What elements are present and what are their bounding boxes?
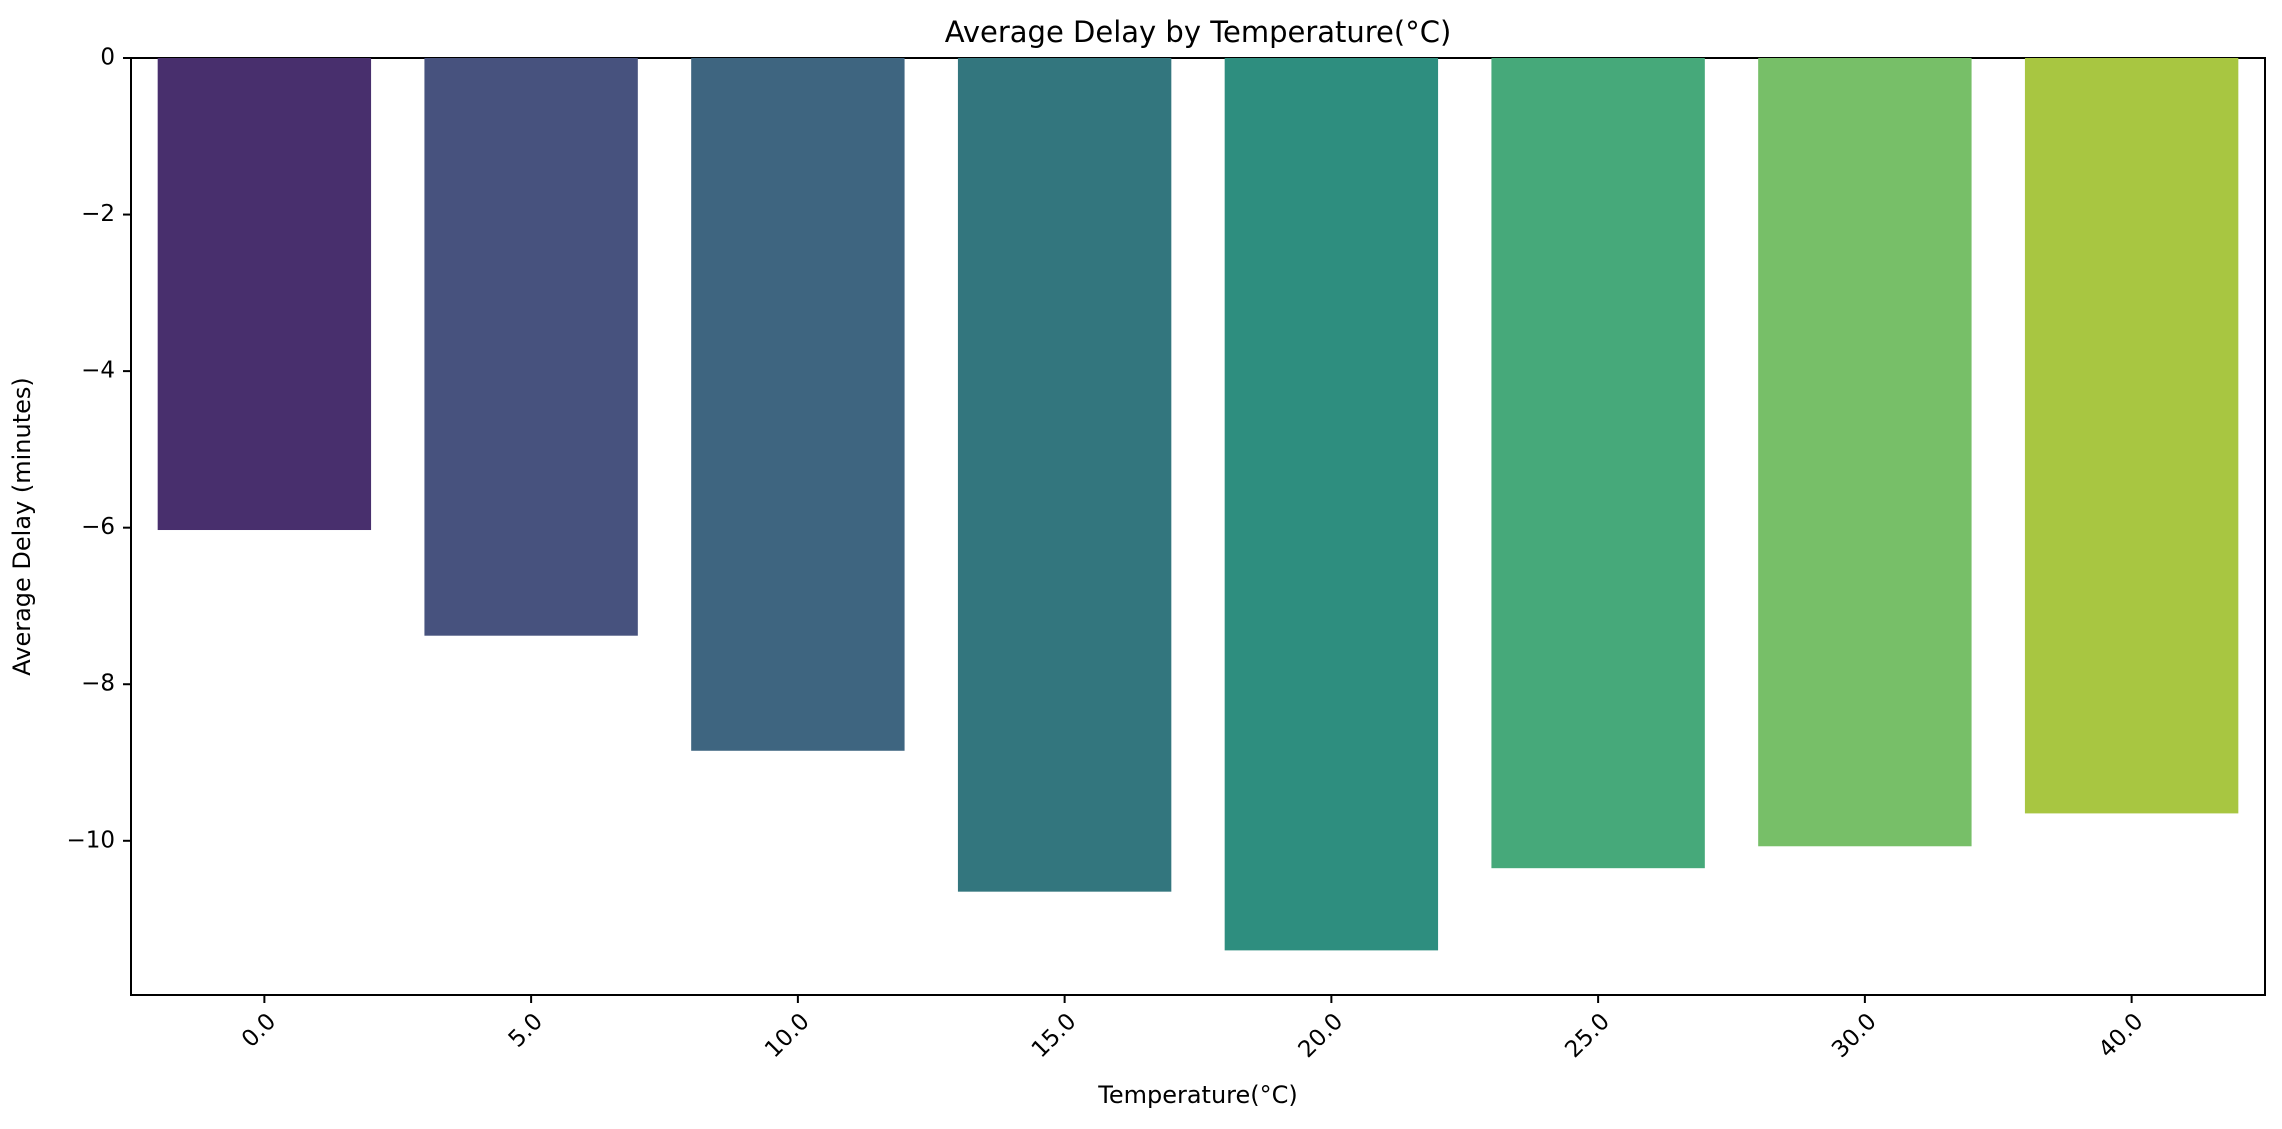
chart-title: Average Delay by Temperature(°C) (945, 15, 1452, 49)
x-tick-label: 5.0 (504, 1008, 548, 1052)
y-tick-label: −8 (81, 671, 115, 697)
bar-10-0 (691, 58, 905, 751)
y-tick-label: −4 (81, 358, 115, 384)
y-tick-label: 0 (100, 45, 115, 71)
bar-30-0 (1758, 58, 1972, 847)
bars-layer (157, 58, 2239, 951)
y-axis: 0 −2 −4 −6 −8 −10 (66, 45, 131, 853)
x-axis: 0.0 5.0 10.0 15.0 20.0 25.0 30.0 40.0 (237, 995, 2148, 1063)
x-tick-label: 20.0 (1294, 1008, 1349, 1063)
bar-0-0 (157, 58, 372, 531)
bar-15-0 (957, 58, 1172, 892)
y-tick-label: −10 (66, 827, 115, 853)
bar-5-0 (424, 58, 638, 636)
x-tick-label: 40.0 (2094, 1008, 2149, 1063)
x-tick-label: 15.0 (1027, 1008, 1082, 1063)
bar-40-0 (2024, 58, 2239, 814)
x-tick-label: 30.0 (1827, 1008, 1882, 1063)
plot-frame (130, 57, 2266, 996)
x-tick-label: 0.0 (237, 1008, 281, 1052)
y-tick-label: −2 (81, 201, 115, 227)
x-axis-label: Temperature(°C) (1097, 1081, 1298, 1109)
x-tick-label: 25.0 (1560, 1008, 1615, 1063)
plot-area (130, 57, 2266, 996)
y-tick-label: −6 (81, 514, 115, 540)
y-axis-label: Average Delay (minutes) (8, 377, 36, 676)
bar-20-0 (1224, 58, 1439, 951)
x-tick-label: 10.0 (760, 1008, 815, 1063)
bar-25-0 (1491, 58, 1705, 869)
